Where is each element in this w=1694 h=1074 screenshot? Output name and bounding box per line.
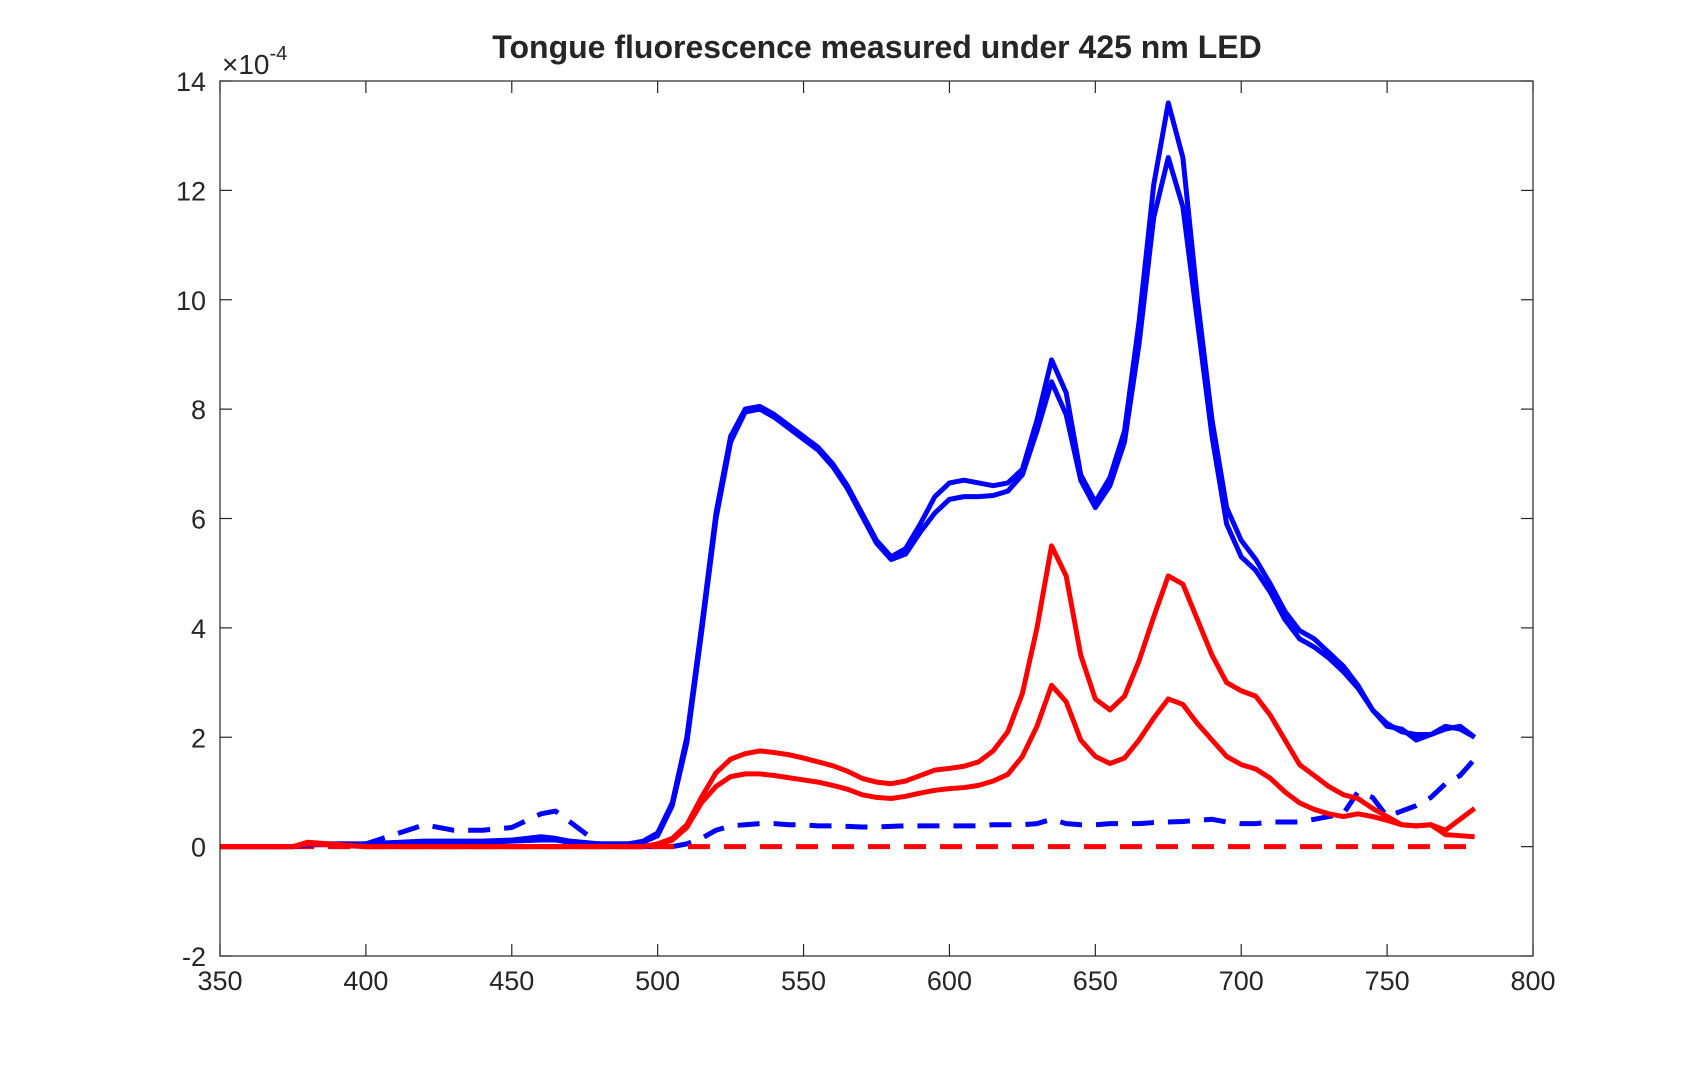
y-multiplier-exponent: -4: [270, 43, 288, 65]
x-tick-label: 500: [635, 966, 680, 996]
x-tick-label: 600: [927, 966, 972, 996]
y-multiplier: ×10-4: [222, 43, 287, 80]
x-tick-label: 800: [1510, 966, 1555, 996]
x-tick-label: 700: [1219, 966, 1264, 996]
x-tick-label: 400: [343, 966, 388, 996]
y-tick-label: 8: [191, 395, 206, 425]
y-tick-label: 10: [176, 286, 206, 316]
y-multiplier-base: ×10: [222, 49, 270, 80]
y-tick-label: 2: [191, 723, 206, 753]
x-tick-label: 750: [1365, 966, 1410, 996]
data-line: [220, 682, 1475, 850]
y-tick-label: 12: [176, 176, 206, 206]
chart-title: Tongue fluorescence measured under 425 n…: [492, 29, 1261, 65]
y-tick-label: 14: [176, 67, 206, 97]
x-tick-label: 550: [781, 966, 826, 996]
data-line: [220, 155, 1477, 850]
axes-box: [219, 80, 1534, 957]
y-tick-label: -2: [182, 942, 206, 972]
y-tick-label: 0: [191, 833, 206, 863]
x-tick-label: 450: [489, 966, 534, 996]
y-tick-label: 6: [191, 505, 206, 535]
x-tick-label: 650: [1073, 966, 1118, 996]
y-tick-label: 4: [191, 614, 206, 644]
x-tick-label: 350: [197, 966, 242, 996]
